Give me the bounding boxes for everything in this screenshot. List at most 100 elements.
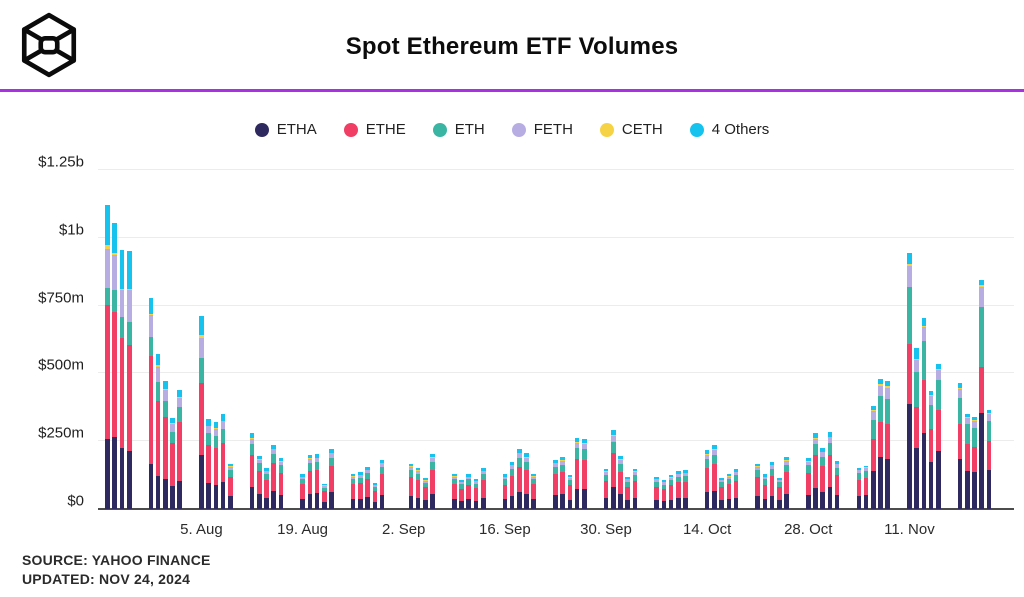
bar-2024-10-16[interactable] xyxy=(719,477,724,509)
bar-2024-07-26[interactable] xyxy=(126,251,132,509)
bar-2024-07-29[interactable] xyxy=(148,298,154,509)
bar-2024-11-01[interactable] xyxy=(834,460,840,509)
bar-2024-08-13[interactable] xyxy=(256,455,262,509)
legend-item-etha[interactable]: ETHA xyxy=(254,121,317,138)
bar-2024-08-14[interactable] xyxy=(264,467,269,509)
legend-item-eth[interactable]: ETH xyxy=(432,121,485,138)
bar-segment-4-others xyxy=(885,380,891,387)
bar-segment-ethe xyxy=(813,455,818,488)
bar-2024-09-09[interactable] xyxy=(451,473,457,509)
bar-2024-08-29[interactable] xyxy=(372,483,378,509)
bar-2024-09-13[interactable] xyxy=(480,468,486,509)
bar-2024-09-10[interactable] xyxy=(459,480,464,509)
bar-2024-08-20[interactable] xyxy=(307,454,313,509)
bar-2024-09-03[interactable] xyxy=(408,463,414,509)
bar-2024-09-12[interactable] xyxy=(473,479,479,509)
bar-2024-09-23[interactable] xyxy=(553,459,558,509)
bar-2024-11-04[interactable] xyxy=(856,468,862,509)
bar-2024-10-08[interactable] xyxy=(661,480,667,509)
bar-2024-11-22[interactable] xyxy=(986,409,992,509)
bar-2024-10-04[interactable] xyxy=(632,468,638,509)
bar-2024-10-23[interactable] xyxy=(769,461,775,509)
bar-2024-11-05[interactable] xyxy=(863,465,869,509)
bar-2024-08-08[interactable] xyxy=(220,413,226,509)
bar-2024-08-09[interactable] xyxy=(228,464,233,509)
bar-2024-10-25[interactable] xyxy=(784,456,789,509)
bar-2024-08-27[interactable] xyxy=(358,472,363,509)
bar-2024-10-07[interactable] xyxy=(654,477,659,509)
bar-2024-08-01[interactable] xyxy=(170,417,175,509)
bar-2024-10-17[interactable] xyxy=(726,473,732,509)
bar-2024-11-21[interactable] xyxy=(979,279,984,509)
bar-2024-09-11[interactable] xyxy=(466,474,472,509)
legend-item-feth[interactable]: FETH xyxy=(511,121,573,138)
bar-2024-10-01[interactable] xyxy=(610,429,616,509)
bar-2024-10-18[interactable] xyxy=(733,469,739,509)
bar-2024-08-26[interactable] xyxy=(350,473,356,509)
bar-2024-09-25[interactable] xyxy=(567,474,573,509)
legend-item-ethe[interactable]: ETHE xyxy=(343,121,406,138)
bar-segment-ethe xyxy=(473,487,479,501)
bar-2024-10-09[interactable] xyxy=(668,474,674,509)
bar-2024-11-18[interactable] xyxy=(957,382,963,509)
bar-2024-08-21[interactable] xyxy=(314,453,320,509)
bar-2024-10-03[interactable] xyxy=(625,477,630,509)
bar-2024-10-10[interactable] xyxy=(675,471,681,509)
bar-segment-ceth xyxy=(249,437,255,439)
bar-2024-11-07[interactable] xyxy=(878,378,883,509)
bar-2024-11-13[interactable] xyxy=(921,318,927,509)
x-tick-label: 11. Nov xyxy=(884,521,935,538)
legend-item-ceth[interactable]: CETH xyxy=(599,121,663,138)
bar-2024-07-23[interactable] xyxy=(105,205,110,509)
bar-2024-10-22[interactable] xyxy=(762,474,768,509)
bar-2024-08-05[interactable] xyxy=(199,315,204,509)
bar-2024-09-16[interactable] xyxy=(502,474,508,509)
bar-segment-etha xyxy=(531,499,537,509)
bar-2024-11-20[interactable] xyxy=(972,416,977,509)
bar-2024-09-30[interactable] xyxy=(603,468,609,509)
bar-2024-08-06[interactable] xyxy=(206,418,211,509)
bar-2024-10-11[interactable] xyxy=(683,470,688,509)
bar-2024-10-02[interactable] xyxy=(618,455,623,509)
bar-2024-10-14[interactable] xyxy=(704,450,710,509)
bar-2024-09-05[interactable] xyxy=(423,478,428,509)
bar-2024-08-30[interactable] xyxy=(379,459,385,509)
bar-2024-09-27[interactable] xyxy=(582,438,587,509)
bar-2024-10-28[interactable] xyxy=(805,457,811,509)
bar-2024-08-15[interactable] xyxy=(271,444,276,509)
bar-2024-07-24[interactable] xyxy=(112,223,118,509)
bar-2024-09-20[interactable] xyxy=(531,473,537,509)
bar-2024-11-11[interactable] xyxy=(907,253,912,509)
bar-2024-09-26[interactable] xyxy=(574,437,580,509)
bar-2024-09-04[interactable] xyxy=(415,467,421,509)
bar-2024-11-08[interactable] xyxy=(885,380,891,509)
bar-2024-09-24[interactable] xyxy=(560,456,565,509)
bar-2024-08-22[interactable] xyxy=(321,483,327,509)
bar-2024-11-19[interactable] xyxy=(964,413,970,509)
bar-2024-08-19[interactable] xyxy=(300,474,305,509)
bar-2024-07-30[interactable] xyxy=(155,354,161,509)
bar-2024-10-21[interactable] xyxy=(755,463,760,509)
bar-2024-09-17[interactable] xyxy=(509,461,515,509)
bar-2024-10-29[interactable] xyxy=(813,432,818,509)
bar-2024-08-02[interactable] xyxy=(177,389,183,509)
bar-2024-11-15[interactable] xyxy=(936,363,941,509)
bar-2024-09-18[interactable] xyxy=(517,448,522,509)
bar-2024-11-06[interactable] xyxy=(871,405,876,509)
bar-2024-10-24[interactable] xyxy=(777,477,782,509)
bar-2024-08-07[interactable] xyxy=(213,421,219,509)
legend-item-4-others[interactable]: 4 Others xyxy=(689,121,769,138)
bar-2024-09-06[interactable] xyxy=(430,453,435,509)
bar-2024-10-15[interactable] xyxy=(712,445,717,509)
bar-2024-08-16[interactable] xyxy=(278,457,284,509)
bar-2024-08-12[interactable] xyxy=(249,432,255,509)
bar-2024-07-31[interactable] xyxy=(163,380,168,509)
bar-2024-10-30[interactable] xyxy=(820,447,826,509)
bar-2024-09-19[interactable] xyxy=(524,453,529,509)
bar-2024-10-31[interactable] xyxy=(827,431,833,509)
bar-2024-08-28[interactable] xyxy=(365,467,370,509)
bar-2024-11-12[interactable] xyxy=(914,348,919,509)
bar-2024-07-25[interactable] xyxy=(119,250,125,509)
bar-2024-11-14[interactable] xyxy=(928,390,934,509)
bar-2024-08-23[interactable] xyxy=(329,448,334,509)
